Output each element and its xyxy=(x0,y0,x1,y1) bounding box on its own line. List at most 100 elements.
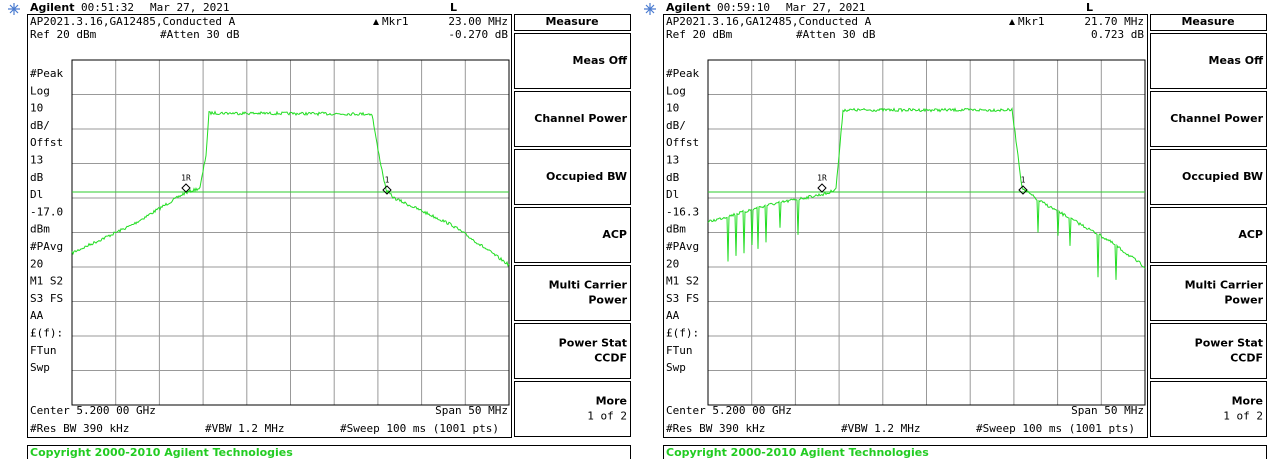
softkey-label: 1 of 2 xyxy=(1223,410,1263,423)
softkey[interactable] xyxy=(514,381,631,437)
brand: Agilent xyxy=(30,1,74,14)
softkey-label: Power xyxy=(588,294,627,307)
softkey-label: Power xyxy=(1224,294,1263,307)
softkey-label: Occupied BW xyxy=(546,170,627,183)
graticule xyxy=(707,59,1146,406)
softkey[interactable] xyxy=(514,149,631,205)
side-label: #Peak xyxy=(666,67,699,80)
softkey[interactable] xyxy=(1150,265,1267,321)
side-label: £(f): xyxy=(666,327,699,340)
marker-freq: 21.70 MHz xyxy=(1084,15,1144,28)
side-label: AA xyxy=(666,309,680,322)
marker-diamond xyxy=(1018,185,1028,195)
time: 00:59:10 xyxy=(717,1,770,14)
screen-border xyxy=(27,14,512,438)
softkey-label: Occupied BW xyxy=(1182,170,1263,183)
marker-diamond xyxy=(817,183,827,193)
marker-label: 1 xyxy=(1021,176,1026,185)
delta-icon xyxy=(373,19,379,25)
time: 00:51:32 xyxy=(81,1,134,14)
softkey-label: Power Stat xyxy=(559,337,627,350)
side-label: #PAvg xyxy=(666,240,699,253)
softkey-label: ACP xyxy=(602,228,627,241)
softkey[interactable] xyxy=(1150,207,1267,263)
center-freq: Center 5.200 00 GHz xyxy=(666,404,792,417)
softkey-label: Channel Power xyxy=(1170,112,1263,125)
softkey[interactable] xyxy=(514,33,631,89)
softkey[interactable] xyxy=(514,207,631,263)
side-label: FTun xyxy=(30,344,57,357)
side-label: FTun xyxy=(666,344,693,357)
side-label: 10 xyxy=(30,102,43,115)
delta-icon xyxy=(1009,19,1015,25)
softkey-label: Meas Off xyxy=(1209,54,1264,67)
mode: L xyxy=(1086,1,1093,14)
span: Span 50 MHz xyxy=(435,404,508,417)
side-label: S3 FS xyxy=(666,292,699,305)
brand: Agilent xyxy=(666,1,710,14)
softkey-label: More xyxy=(1232,395,1263,408)
screen-border xyxy=(663,14,1148,438)
side-label: Swp xyxy=(30,361,50,374)
copyright: Copyright 2000-2010 Agilent Technologies xyxy=(666,446,929,459)
marker-value: -0.270 dB xyxy=(448,28,508,41)
softkey[interactable] xyxy=(1150,323,1267,379)
side-label: -17.0 xyxy=(30,205,63,218)
side-label: £(f): xyxy=(30,327,63,340)
info: AP2021.3.16,GA12485,Conducted A xyxy=(666,15,872,28)
softkey-label: Multi Carrier xyxy=(549,279,628,292)
marker: Mkr1 xyxy=(382,15,409,28)
ref-level: Ref 20 dBm xyxy=(666,28,733,41)
copyright-bar xyxy=(663,445,1267,459)
copyright-bar xyxy=(27,445,631,459)
side-label: 13 xyxy=(666,154,679,167)
side-label: dB/ xyxy=(666,119,686,132)
side-label: dB xyxy=(666,171,680,184)
graticule xyxy=(71,59,510,406)
side-label: dBm xyxy=(30,223,50,236)
info: AP2021.3.16,GA12485,Conducted A xyxy=(30,15,236,28)
side-label: M1 S2 xyxy=(666,275,699,288)
analyzer-panel: Agilent 00:51:32 Mar 27, 2021 L AP2021.3.16,… xyxy=(8,1,631,459)
analyzer-panel: Agilent 00:59:10 Mar 27, 2021 L AP2021.3.16,… xyxy=(644,1,1267,459)
side-label: #PAvg xyxy=(30,240,63,253)
softkey-label: Multi Carrier xyxy=(1185,279,1264,292)
side-label: Swp xyxy=(666,361,686,374)
side-label: Log xyxy=(666,84,686,97)
softkey[interactable] xyxy=(1150,381,1267,437)
softkey-label: Power Stat xyxy=(1195,337,1263,350)
menu-title: Measure xyxy=(1181,15,1234,28)
side-label: dB xyxy=(30,171,44,184)
menu-title-box xyxy=(514,14,631,31)
side-label: dBm xyxy=(666,223,686,236)
softkey[interactable] xyxy=(1150,149,1267,205)
copyright: Copyright 2000-2010 Agilent Technologies xyxy=(30,446,293,459)
softkey[interactable] xyxy=(514,323,631,379)
softkey-label: ACP xyxy=(1238,228,1263,241)
side-label: AA xyxy=(30,309,44,322)
side-label: 13 xyxy=(30,154,43,167)
trace xyxy=(71,110,510,268)
softkey[interactable] xyxy=(514,265,631,321)
side-label: #Peak xyxy=(30,67,63,80)
status-icon xyxy=(644,3,656,15)
softkey-label: CCDF xyxy=(594,352,627,365)
side-label: Offst xyxy=(666,136,699,149)
trace xyxy=(707,107,1146,280)
center-freq: Center 5.200 00 GHz xyxy=(30,404,156,417)
side-label: -16.3 xyxy=(666,205,699,218)
marker-diamond xyxy=(181,183,191,193)
side-label: 20 xyxy=(666,257,679,270)
marker-diamond xyxy=(382,185,392,195)
marker-value: 0.723 dB xyxy=(1091,28,1144,41)
sweep: #Sweep 100 ms (1001 pts) xyxy=(340,422,499,435)
softkey[interactable] xyxy=(1150,33,1267,89)
mode: L xyxy=(450,1,457,14)
attenuation: #Atten 30 dB xyxy=(160,28,240,41)
date: Mar 27, 2021 xyxy=(150,1,229,14)
status-icon xyxy=(8,3,20,15)
softkey[interactable] xyxy=(514,91,631,147)
side-label: Dl xyxy=(30,188,43,201)
side-label: Offst xyxy=(30,136,63,149)
softkey[interactable] xyxy=(1150,91,1267,147)
